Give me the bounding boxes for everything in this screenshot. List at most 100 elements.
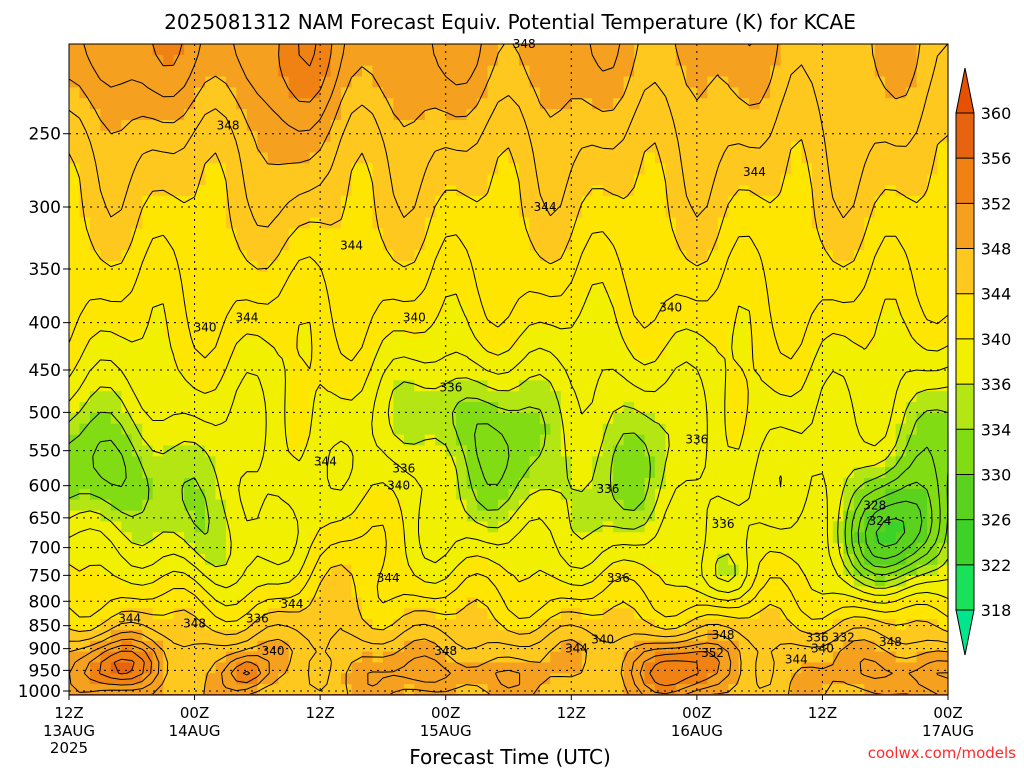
field-cell [215, 54, 227, 67]
field-cell [634, 358, 646, 371]
field-cell [498, 456, 510, 468]
field-cell [811, 109, 824, 121]
field-cell [89, 629, 101, 642]
field-cell [529, 597, 541, 609]
field-cell [707, 87, 719, 99]
field-cell [257, 412, 269, 425]
field-cell [895, 380, 907, 392]
field-cell [906, 87, 918, 99]
field-cell [320, 76, 332, 88]
field-cell [822, 369, 834, 381]
field-cell [382, 65, 394, 78]
field-cell [330, 163, 342, 175]
field-cell [351, 684, 363, 696]
field-cell [236, 629, 248, 642]
field-cell [665, 336, 677, 349]
field-cell [215, 206, 227, 219]
field-cell [749, 586, 761, 598]
field-cell [665, 532, 677, 544]
field-cell [414, 575, 426, 588]
field-cell [602, 684, 614, 696]
field-cell [592, 261, 604, 273]
field-cell [759, 76, 771, 88]
field-cell [592, 445, 604, 457]
field-cell [194, 499, 206, 512]
field-cell [299, 109, 311, 121]
field-cell [791, 130, 803, 143]
field-cell [655, 651, 667, 664]
field-cell [508, 553, 520, 566]
field-cell [320, 586, 332, 598]
field-cell [362, 228, 374, 240]
field-cell [89, 87, 101, 99]
field-cell [466, 119, 478, 132]
field-cell [330, 130, 342, 143]
field-cell [205, 163, 217, 175]
field-cell [414, 629, 426, 642]
field-cell [613, 130, 625, 143]
field-cell [257, 543, 269, 555]
field-cell [341, 553, 353, 566]
field-cell [665, 87, 677, 99]
field-cell [330, 369, 342, 381]
field-cell [184, 250, 196, 262]
field-cell [267, 109, 279, 121]
field-cell [864, 543, 876, 555]
field-cell [686, 369, 698, 381]
field-cell [811, 521, 824, 533]
field-cell [749, 152, 761, 164]
field-cell [152, 358, 164, 371]
field-cell [382, 586, 394, 598]
field-cell [320, 456, 332, 468]
field-cell [110, 87, 122, 99]
field-cell [811, 619, 824, 631]
field-cell [299, 44, 311, 56]
field-cell [696, 456, 708, 468]
field-cell [466, 575, 478, 588]
field-cell [142, 87, 154, 99]
field-cell [299, 532, 311, 544]
field-cell [382, 315, 394, 327]
field-cell [811, 152, 824, 164]
field-cell [581, 315, 593, 327]
field-cell [707, 608, 719, 620]
field-cell [257, 250, 269, 262]
field-cell [644, 44, 656, 56]
field-cell [853, 250, 865, 262]
field-cell [874, 564, 886, 577]
field-cell [288, 369, 300, 381]
field-cell [738, 152, 750, 164]
field-cell [937, 76, 949, 88]
field-cell [351, 434, 363, 447]
field-cell [403, 293, 415, 305]
field-cell [613, 282, 625, 295]
field-cell [267, 673, 279, 685]
field-cell [696, 521, 708, 533]
field-cell [895, 608, 907, 620]
field-cell [487, 412, 499, 425]
field-cell [581, 532, 593, 544]
field-cell [885, 217, 897, 230]
field-cell [529, 44, 541, 56]
field-cell [466, 586, 478, 598]
field-cell [665, 282, 677, 295]
field-cell [560, 640, 572, 653]
field-cell [246, 684, 258, 696]
field-cell [173, 434, 185, 447]
field-cell [581, 326, 593, 338]
field-cell [665, 141, 677, 154]
field-cell [225, 130, 238, 143]
field-cell [665, 651, 677, 664]
field-cell [341, 185, 353, 197]
field-cell [121, 521, 133, 533]
field-cell [142, 510, 154, 522]
field-cell [560, 326, 572, 338]
field-cell [686, 423, 698, 436]
field-cell [602, 532, 614, 544]
field-cell [518, 206, 531, 219]
field-cell [717, 163, 729, 175]
field-cell [696, 412, 708, 425]
field-cell [707, 65, 719, 78]
field-cell [372, 250, 384, 262]
field-cell [916, 174, 928, 186]
